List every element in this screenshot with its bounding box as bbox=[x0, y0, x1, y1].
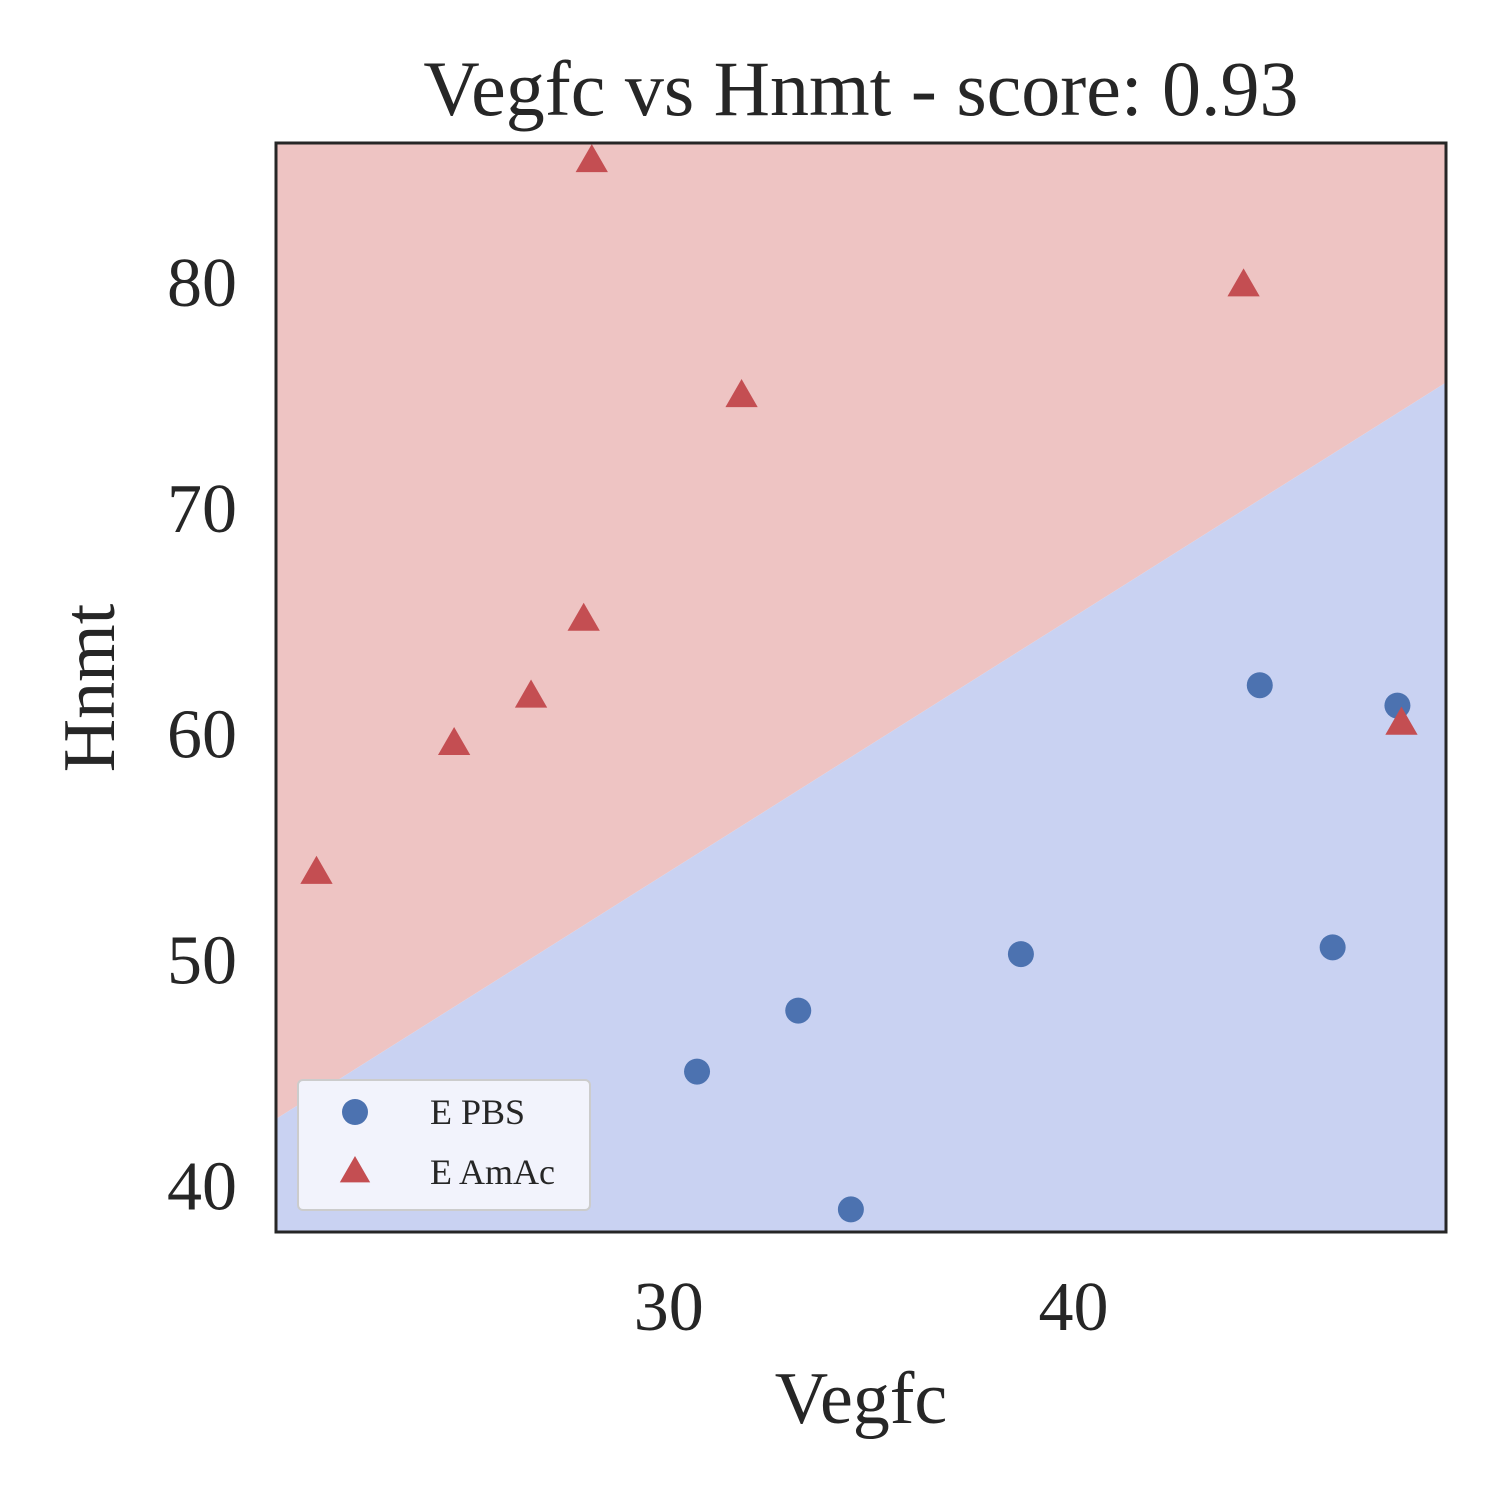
data-point-e-pbs-5 bbox=[1246, 672, 1273, 699]
y-tick-label-50: 50 bbox=[167, 923, 237, 1000]
data-point-e-amac-5 bbox=[575, 144, 608, 173]
legend: E PBS E AmAc bbox=[297, 1079, 591, 1211]
plot-area bbox=[276, 143, 1446, 1232]
data-point-e-amac-3 bbox=[514, 679, 548, 708]
data-point-e-amac-7 bbox=[1227, 268, 1260, 297]
y-tick-label-70: 70 bbox=[167, 471, 237, 548]
data-point-e-pbs-1 bbox=[684, 1058, 711, 1085]
legend-box bbox=[297, 1079, 591, 1211]
x-tick-label-40: 40 bbox=[1039, 1269, 1109, 1346]
legend-marker-e-amac bbox=[339, 1156, 371, 1183]
data-point-e-pbs-4 bbox=[1007, 941, 1034, 968]
y-tick-label-40: 40 bbox=[167, 1149, 237, 1226]
y-tick-label-60: 60 bbox=[167, 697, 237, 774]
legend-label-e-amac: E AmAc bbox=[430, 1152, 555, 1192]
class-region-e-pbs bbox=[276, 382, 1446, 1232]
data-point-e-amac-2 bbox=[437, 726, 471, 756]
y-axis-ticks: 40 50 60 70 80 bbox=[167, 245, 237, 1226]
data-point-e-pbs-3 bbox=[837, 1196, 864, 1223]
x-axis-label: Vegfc bbox=[775, 1358, 948, 1440]
y-axis-label: Hnmt bbox=[49, 603, 131, 772]
data-points bbox=[300, 144, 1418, 1223]
plot-frame bbox=[274, 141, 1448, 1234]
y-tick-label-80: 80 bbox=[167, 245, 237, 322]
legend-marker-e-pbs bbox=[342, 1099, 368, 1125]
x-axis-ticks: 30 40 bbox=[634, 1269, 1109, 1346]
data-point-e-pbs-2 bbox=[785, 997, 812, 1024]
data-point-e-amac-8 bbox=[1385, 706, 1418, 735]
data-point-e-amac-6 bbox=[725, 379, 758, 408]
data-point-e-pbs-6 bbox=[1319, 934, 1346, 961]
legend-label-e-pbs: E PBS bbox=[430, 1092, 525, 1132]
x-tick-label-30: 30 bbox=[634, 1269, 704, 1346]
chart-title: Vegfc vs Hnmt - score: 0.93 bbox=[423, 45, 1298, 132]
data-point-e-amac-4 bbox=[567, 602, 600, 631]
data-point-e-amac-1 bbox=[300, 855, 333, 884]
class-region-e-amac bbox=[276, 143, 1446, 1120]
